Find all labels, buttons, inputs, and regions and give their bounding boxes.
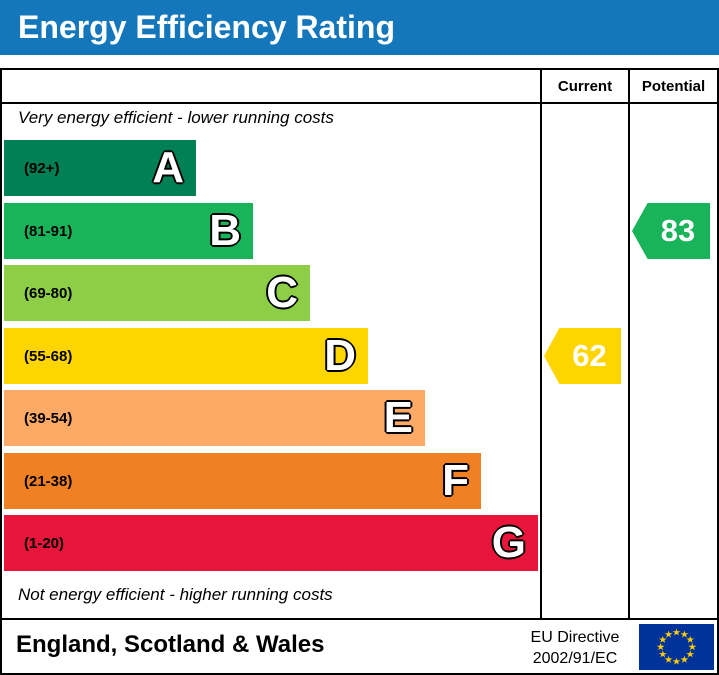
band-g-bar: (1-20) G <box>4 515 538 571</box>
eu-flag-icon <box>639 624 714 670</box>
band-d-range: (55-68) <box>24 347 73 365</box>
footer-divider <box>2 618 717 620</box>
band-c-letter: C <box>266 268 298 317</box>
header-divider <box>2 102 717 104</box>
potential-rating-value: 83 <box>660 213 696 248</box>
band-a-range: (92+) <box>24 159 60 177</box>
current-column-header: Current <box>557 77 613 95</box>
band-b-range: (81-91) <box>24 222 73 240</box>
current-column-divider <box>540 70 542 618</box>
band-f-letter: F <box>442 456 469 505</box>
band-b-letter: B <box>209 206 241 255</box>
band-g-letter: G <box>491 518 526 567</box>
eu-directive-label: EU Directive 2002/91/EC <box>522 627 628 669</box>
region-label: England, Scotland & Wales <box>16 631 325 658</box>
current-rating-value: 62 <box>572 338 607 373</box>
band-c-range: (69-80) <box>24 284 73 302</box>
band-c-bar: (69-80) C <box>4 265 310 321</box>
caption-very-efficient: Very energy efficient - lower running co… <box>18 108 334 127</box>
band-e-bar: (39-54) E <box>4 390 425 446</box>
title-banner: Energy Efficiency Rating <box>0 0 719 55</box>
page-title: Energy Efficiency Rating <box>18 9 395 45</box>
band-a-bar: (92+) A <box>4 140 196 196</box>
band-b-bar: (81-91) B <box>4 203 253 259</box>
eu-directive-line1: EU Directive <box>530 629 620 646</box>
caption-not-efficient: Not energy efficient - higher running co… <box>18 585 333 604</box>
band-a-letter: A <box>152 143 184 192</box>
potential-column-divider <box>628 70 630 618</box>
band-d-letter: D <box>324 331 356 380</box>
band-e-range: (39-54) <box>24 409 73 427</box>
band-f-bar: (21-38) F <box>4 453 481 509</box>
current-rating-pointer: 62 <box>544 328 621 384</box>
band-f-range: (21-38) <box>24 472 73 490</box>
eu-directive-line2: 2002/91/EC <box>532 650 618 667</box>
band-d-bar: (55-68) D <box>4 328 368 384</box>
potential-column-header: Potential <box>641 77 706 95</box>
potential-rating-pointer: 83 <box>632 203 710 259</box>
band-g-range: (1-20) <box>24 534 65 552</box>
band-e-letter: E <box>383 393 413 442</box>
rating-table: Current Potential Very energy efficient … <box>0 68 719 675</box>
